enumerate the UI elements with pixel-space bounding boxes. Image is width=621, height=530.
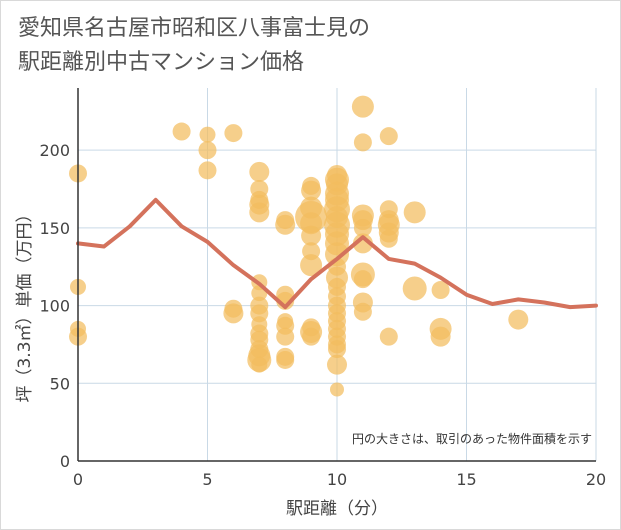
bubble-point [198, 161, 217, 180]
bubble-point [379, 229, 398, 248]
bubble-point [224, 124, 243, 143]
bubble-point [508, 309, 529, 330]
bubble-point [430, 326, 451, 347]
bubble-point [251, 356, 268, 373]
x-tick-label: 10 [327, 470, 347, 489]
y-tick-label: 50 [50, 374, 70, 393]
bubble-point [431, 281, 450, 300]
bubble-point [249, 161, 270, 182]
bubble-point [353, 133, 372, 152]
bubble-point [353, 302, 372, 321]
bubble-point [328, 340, 346, 359]
bubble-point [403, 201, 426, 224]
x-tick-label: 15 [456, 470, 476, 489]
chart-title: 愛知県名古屋市昭和区八事富士見の 駅距離別中古マンション価格 [18, 12, 370, 80]
y-tick-label: 150 [39, 219, 70, 238]
bubble-point [402, 276, 427, 301]
bubble-point [301, 225, 322, 246]
y-tick-label: 100 [39, 297, 70, 316]
bubble-point [172, 122, 191, 141]
tick-labels: 0 50 100 150 200 0 5 10 15 20 [39, 141, 606, 489]
bubble-point [330, 382, 344, 397]
x-tick-label: 5 [202, 470, 212, 489]
bubble-point [379, 127, 398, 146]
bubble-point [353, 270, 372, 289]
area-note: 円の大きさは、取引のあった物件面積を示す [352, 431, 592, 446]
bubble-point [223, 303, 244, 324]
chart-title-line-2: 駅距離別中古マンション価格 [18, 50, 305, 75]
bubble-point [327, 354, 347, 375]
average-line-series [76, 197, 598, 310]
bubble-point [301, 180, 322, 201]
bubble-point [352, 233, 373, 254]
x-tick-label: 20 [586, 470, 606, 489]
x-tick-label: 0 [73, 470, 83, 489]
bubble-point [300, 254, 323, 277]
bubble-point [275, 214, 296, 235]
bubble-point [353, 218, 372, 237]
bubble-point [199, 126, 216, 143]
bubble-point [379, 327, 398, 346]
bubble-point [198, 141, 217, 160]
bubble-point [276, 350, 295, 369]
average-price-line [76, 197, 598, 310]
y-axis-label: 坪（3.3㎡）単価（万円） [15, 205, 35, 402]
y-tick-label: 200 [39, 141, 70, 160]
axes [77, 88, 596, 462]
bubble-series [69, 95, 529, 397]
bubble-point [302, 327, 321, 346]
x-axis-label: 駅距離（分） [286, 499, 388, 519]
bubble-point [249, 202, 270, 223]
bubble-point [351, 95, 374, 118]
y-tick-label: 0 [60, 452, 70, 471]
chart-title-line-1: 愛知県名古屋市昭和区八事富士見の [18, 16, 371, 41]
bubble-point [276, 327, 295, 346]
